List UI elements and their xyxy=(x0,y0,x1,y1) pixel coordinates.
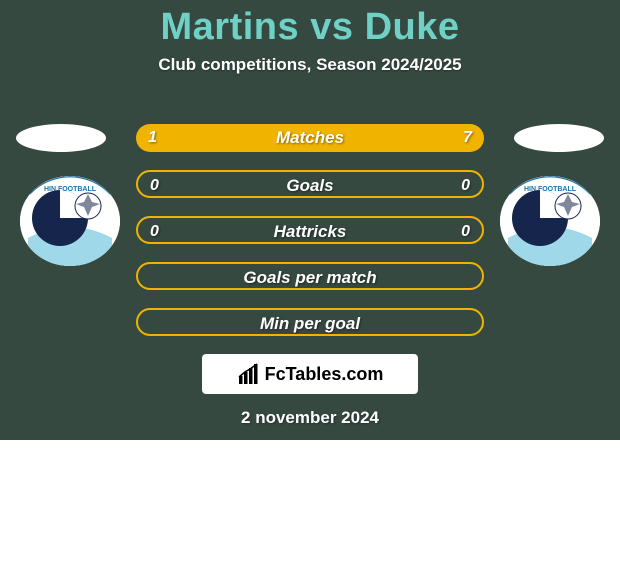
stat-value-right: 0 xyxy=(461,218,470,242)
stat-label: Goals per match xyxy=(138,264,482,288)
stat-fill-left xyxy=(136,124,180,152)
brand-icon xyxy=(237,362,261,386)
comparison-card: Martins vs Duke Club competitions, Seaso… xyxy=(0,0,620,440)
player-left-club-badge: HIN FOOTBALL xyxy=(20,176,120,266)
vs-separator: vs xyxy=(310,6,353,48)
footer-date: 2 november 2024 xyxy=(0,408,620,428)
title: Martins vs Duke xyxy=(0,0,620,49)
stat-fill-right xyxy=(180,124,485,152)
player-right-flag xyxy=(514,124,604,152)
player-right-name: Duke xyxy=(365,6,460,48)
svg-text:HIN FOOTBALL: HIN FOOTBALL xyxy=(44,186,97,193)
stat-row: Matches17 xyxy=(136,124,484,152)
stat-label: Goals xyxy=(138,172,482,196)
stat-value-left: 0 xyxy=(150,172,159,196)
player-left-name: Martins xyxy=(161,6,300,48)
stat-label: Min per goal xyxy=(138,310,482,334)
player-left-flag xyxy=(16,124,106,152)
svg-text:HIN FOOTBALL: HIN FOOTBALL xyxy=(524,186,577,193)
stat-row: Hattricks0 0 xyxy=(136,216,484,244)
stat-row: Goals0 0 xyxy=(136,170,484,198)
brand-badge: FcTables.com xyxy=(202,354,418,394)
stat-bars: Matches17Goals00Hattricks00Goals per mat… xyxy=(136,124,484,354)
stat-row: Min per goal xyxy=(136,308,484,336)
brand-text: FcTables.com xyxy=(265,364,384,385)
stat-value-right: 0 xyxy=(461,172,470,196)
player-right-club-badge: HIN FOOTBALL xyxy=(500,176,600,266)
stat-label: Hattricks xyxy=(138,218,482,242)
stat-value-left: 0 xyxy=(150,218,159,242)
subtitle: Club competitions, Season 2024/2025 xyxy=(0,55,620,75)
stat-row: Goals per match xyxy=(136,262,484,290)
